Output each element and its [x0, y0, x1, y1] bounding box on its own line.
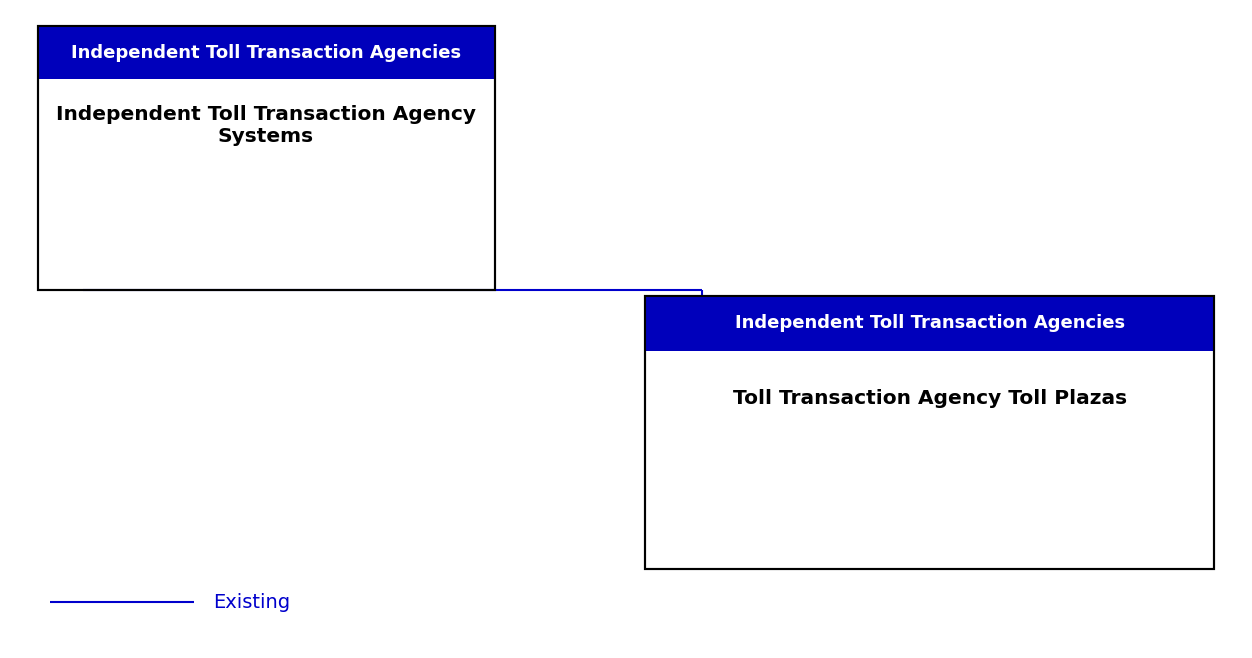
Text: Independent Toll Transaction Agency
Systems: Independent Toll Transaction Agency Syst… — [56, 105, 476, 146]
Text: Independent Toll Transaction Agencies: Independent Toll Transaction Agencies — [735, 315, 1124, 332]
Bar — [38, 26, 495, 79]
Text: Independent Toll Transaction Agencies: Independent Toll Transaction Agencies — [71, 43, 461, 62]
Bar — [38, 26, 495, 290]
Bar — [645, 296, 1214, 569]
Text: Toll Transaction Agency Toll Plazas: Toll Transaction Agency Toll Plazas — [732, 390, 1127, 408]
Text: Existing: Existing — [213, 593, 290, 611]
Bar — [38, 26, 495, 290]
Bar — [645, 296, 1214, 351]
Bar — [645, 296, 1214, 569]
